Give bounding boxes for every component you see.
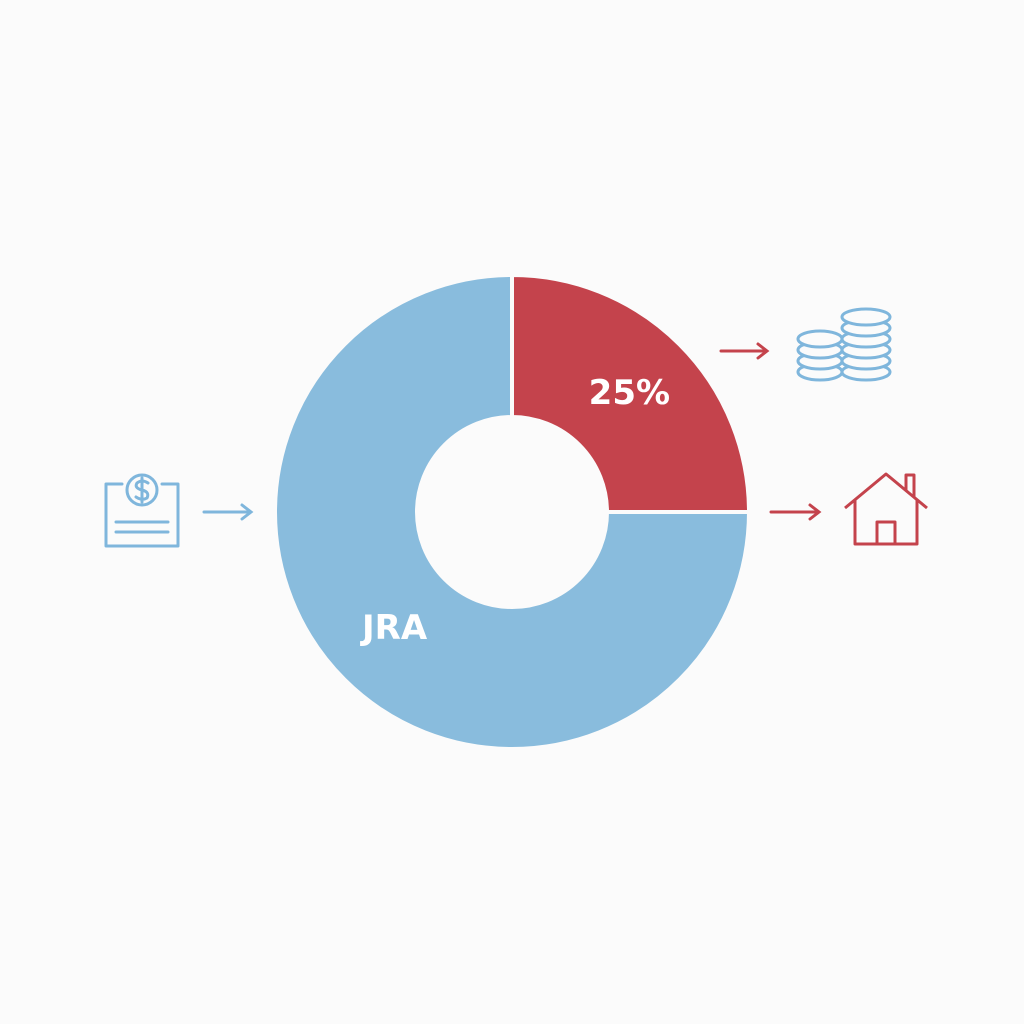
arrow-coins	[719, 342, 770, 360]
pie-segment	[273, 272, 752, 751]
arrow-in	[202, 503, 254, 521]
house-icon	[844, 472, 928, 546]
segment-label: JRA	[360, 608, 428, 648]
bill-icon	[104, 473, 180, 548]
arrow-house	[769, 503, 822, 521]
pie-segment	[510, 272, 752, 514]
segment-label: 25%	[589, 373, 670, 413]
coins-icon	[796, 307, 892, 382]
